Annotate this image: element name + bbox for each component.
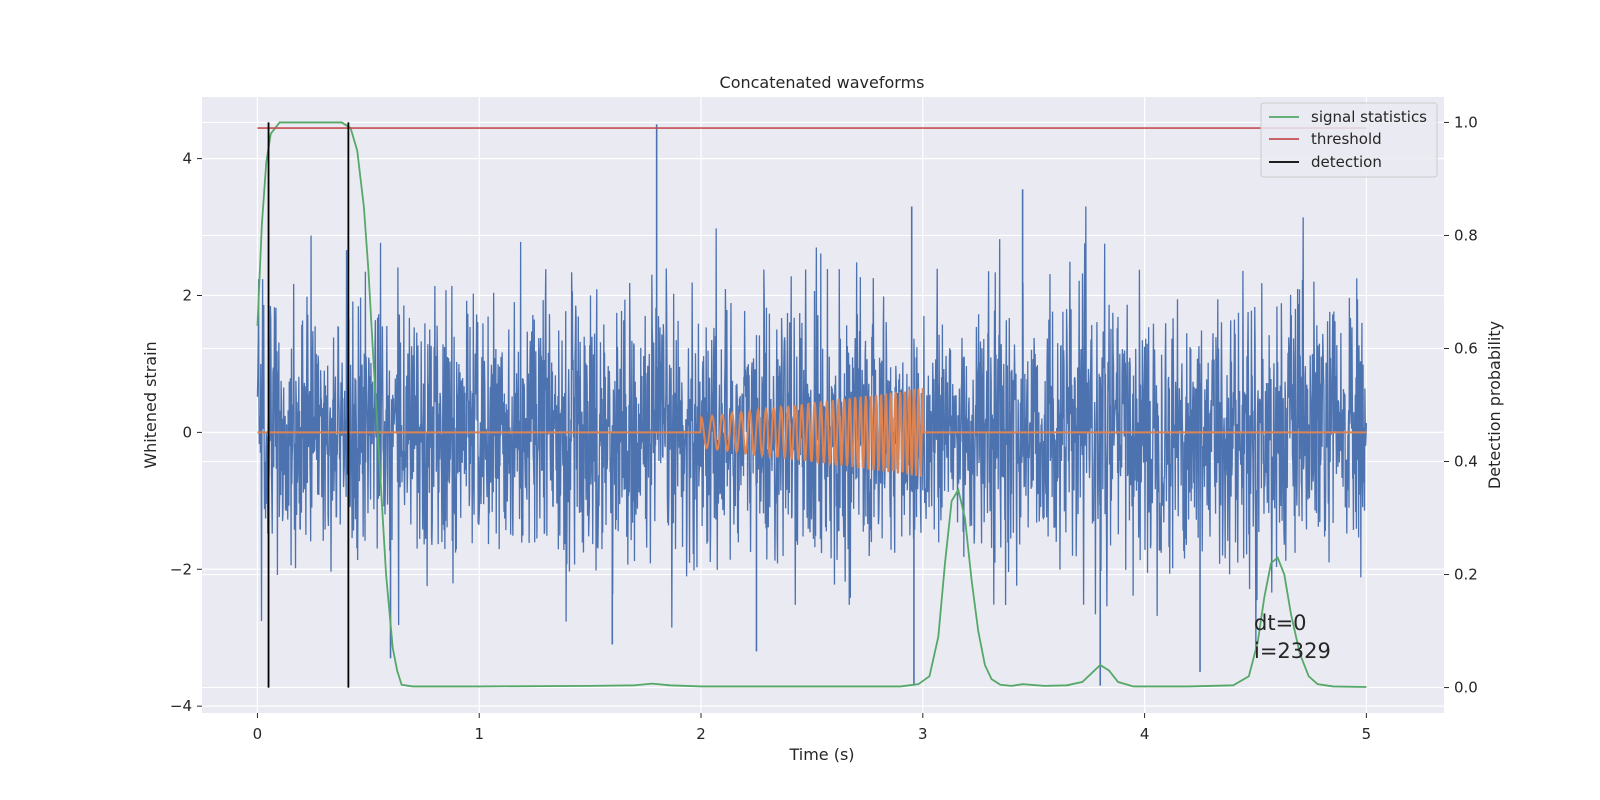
annotation-index: i=2329 xyxy=(1254,639,1331,663)
y-right-tick-label: 0.6 xyxy=(1454,339,1478,357)
left-axis-ticks: 4 2 0 −2 −4 xyxy=(170,150,202,715)
y-tick-label: −2 xyxy=(170,560,192,578)
legend-label-detection: detection xyxy=(1311,153,1382,171)
y-right-tick-label: 0.2 xyxy=(1454,566,1478,584)
legend: signal statistics threshold detection xyxy=(1260,102,1438,178)
signal-statistics-line xyxy=(256,121,1367,688)
chart-title: Concatenated waveforms xyxy=(720,73,925,92)
legend-label-threshold: threshold xyxy=(1311,130,1382,148)
x-tick-label: 0 xyxy=(253,725,263,743)
strain-noise-line xyxy=(256,206,1368,654)
plot-content xyxy=(256,121,1368,688)
x-tick-label: 1 xyxy=(474,725,484,743)
x-tick-label: 5 xyxy=(1362,725,1372,743)
x-tick-label: 4 xyxy=(1140,725,1150,743)
x-tick-label: 2 xyxy=(696,725,706,743)
y-right-tick-label: 1.0 xyxy=(1454,113,1478,131)
annotation-dt: dt=0 xyxy=(1254,611,1307,635)
right-axis-ticks: 1.0 0.8 0.6 0.4 0.2 0.0 xyxy=(1444,113,1478,697)
y-axis-label-left: Whitened strain xyxy=(141,341,160,468)
y-right-tick-label: 0.0 xyxy=(1454,679,1478,697)
chirp-signal-line xyxy=(257,387,1367,477)
x-axis-label: Time (s) xyxy=(788,745,854,764)
y-tick-label: −4 xyxy=(170,697,192,715)
legend-label-signal-statistics: signal statistics xyxy=(1311,108,1427,126)
y-tick-label: 4 xyxy=(182,150,192,168)
y-right-tick-label: 0.8 xyxy=(1454,226,1478,244)
y-right-tick-label: 0.4 xyxy=(1454,453,1478,471)
y-tick-label: 0 xyxy=(182,423,192,441)
x-axis-ticks: 0 1 2 3 4 5 xyxy=(253,713,1371,743)
x-tick-label: 3 xyxy=(918,725,928,743)
y-tick-label: 2 xyxy=(182,286,192,304)
y-axis-label-right: Detection probability xyxy=(1485,321,1504,489)
legend-box xyxy=(1260,102,1438,178)
annotation: dt=0 i=2329 xyxy=(1254,611,1331,663)
